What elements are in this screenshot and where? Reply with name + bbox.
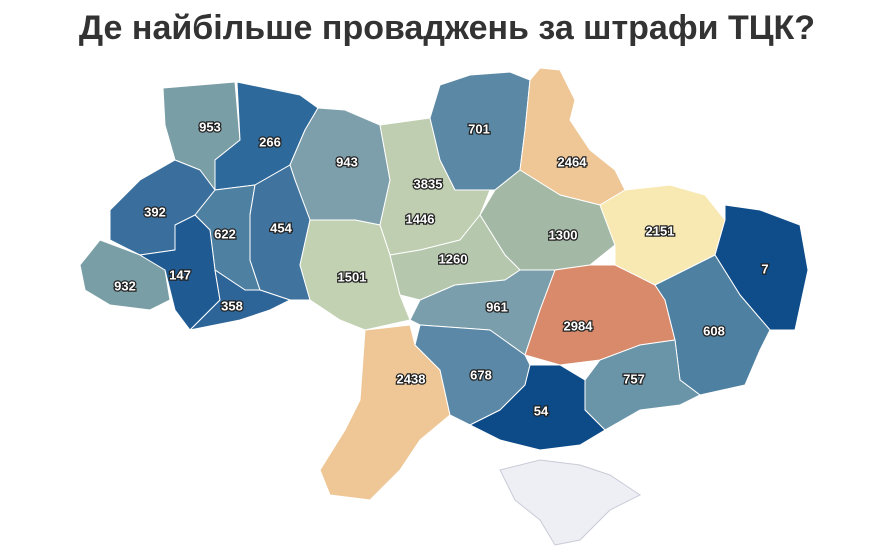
region [469,364,606,451]
region-label: 622 [214,226,236,241]
region-label: 1260 [439,251,468,266]
region-label: 1300 [549,227,578,242]
crimea [499,459,641,546]
region-label: 3835 [414,176,443,191]
region [189,269,291,331]
region-label: 701 [468,121,490,136]
region [714,204,809,331]
region-label: 2438 [397,371,426,386]
region-label: 953 [199,119,221,134]
region-label: 147 [169,267,191,282]
region-label: 961 [486,299,508,314]
region-label: 2984 [564,318,594,333]
region-label: 7 [761,261,768,276]
region-label: 943 [336,154,358,169]
region-label: 358 [221,298,243,313]
region-label: 932 [114,278,136,293]
region-label: 266 [259,134,281,149]
region-label: 2464 [558,154,588,169]
region-label: 54 [534,403,549,418]
region-label: 2151 [646,223,675,238]
region-label: 392 [144,204,166,219]
title: Де найбільше проваджень за штрафи ТЦК? [79,9,815,47]
region-label: 678 [470,367,492,382]
region-label: 1446 [406,211,435,226]
region-label: 454 [270,220,292,235]
labels: 953 266 943 3835 1446 701 2464 392 622 454 1300 215… [113,118,770,420]
region-label: 608 [703,323,725,338]
regions [79,67,809,501]
region-label: 1501 [338,269,367,284]
region-label: 757 [623,371,645,386]
